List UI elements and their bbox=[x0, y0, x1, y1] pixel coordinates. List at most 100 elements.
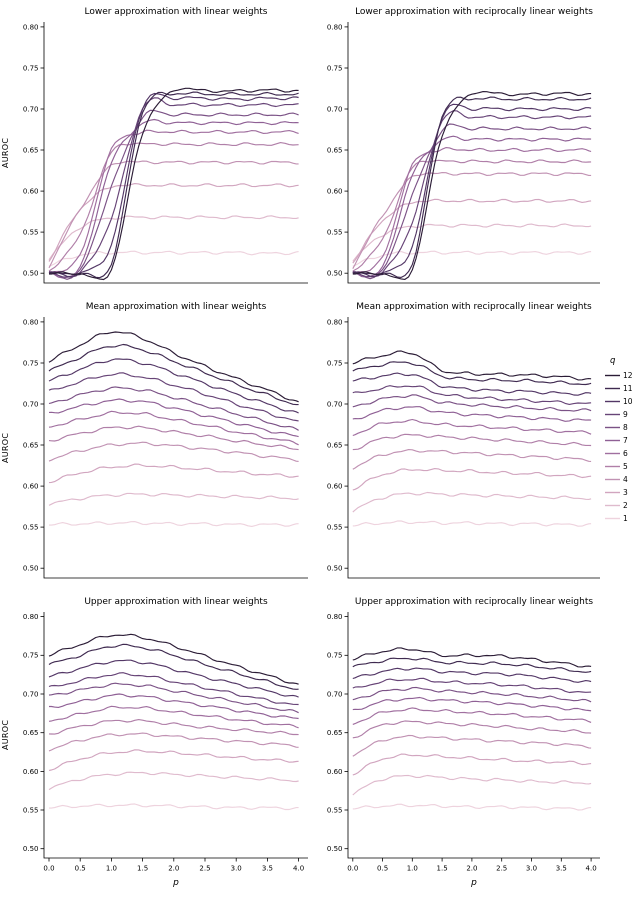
series-line-q4 bbox=[48, 160, 299, 269]
series-line-q10 bbox=[352, 372, 592, 396]
y-tick-label: 0.50 bbox=[23, 845, 39, 853]
y-tick-label: 0.80 bbox=[327, 613, 343, 621]
subplot-title: Upper approximation with reciprocally li… bbox=[354, 597, 594, 607]
y-tick-label: 0.80 bbox=[23, 318, 39, 326]
series-line-q12 bbox=[48, 331, 299, 403]
y-tick-label: 0.55 bbox=[327, 229, 343, 237]
legend-line-swatch bbox=[605, 465, 620, 468]
y-tick-label: 0.70 bbox=[327, 400, 343, 408]
y-tick-label: 0.70 bbox=[23, 690, 39, 698]
series-line-q1 bbox=[352, 520, 592, 527]
series-line-q5 bbox=[48, 719, 299, 736]
y-tick-label: 0.55 bbox=[23, 229, 39, 237]
x-tick-label: 1.0 bbox=[106, 865, 117, 873]
y-tick-label: 0.70 bbox=[327, 105, 343, 113]
x-tick-label: 0.0 bbox=[347, 865, 358, 873]
y-tick-label: 0.75 bbox=[327, 359, 343, 367]
axis-spines bbox=[43, 612, 308, 859]
legend-line-swatch bbox=[605, 517, 620, 520]
y-tick-label: 0.75 bbox=[327, 64, 343, 72]
subplot-mean-reciprocal: Mean approximation with reciprocally lin… bbox=[320, 295, 604, 590]
series-line-q11 bbox=[352, 96, 592, 278]
y-tick-label: 0.50 bbox=[327, 270, 343, 278]
series-line-q4 bbox=[48, 732, 299, 752]
series-line-q12 bbox=[48, 633, 299, 685]
y-tick-label: 0.65 bbox=[327, 146, 343, 154]
legend-entry-8: 8 bbox=[605, 421, 639, 434]
series-line-q9 bbox=[48, 372, 299, 422]
series-line-q7 bbox=[352, 406, 592, 422]
series-line-q6 bbox=[48, 705, 299, 729]
subplot-mean-linear: Mean approximation with linear weights 0… bbox=[0, 295, 320, 590]
y-tick-label: 0.60 bbox=[23, 768, 39, 776]
subplot-upper-reciprocal: Upper approximation with reciprocally li… bbox=[320, 590, 604, 900]
subplot-title: Mean approximation with linear weights bbox=[85, 302, 267, 312]
series-line-q8 bbox=[352, 394, 592, 412]
series-line-q10 bbox=[48, 659, 299, 698]
series-line-q3 bbox=[352, 753, 592, 776]
axis-spines bbox=[347, 22, 600, 284]
y-tick-label: 0.65 bbox=[327, 441, 343, 449]
y-tick-label: 0.75 bbox=[23, 359, 39, 367]
series-line-q12 bbox=[352, 91, 592, 280]
series-line-q3 bbox=[48, 183, 299, 262]
series-line-q8 bbox=[48, 109, 299, 280]
series-line-q10 bbox=[48, 358, 299, 414]
legend-entry-10: 10 bbox=[605, 395, 639, 408]
series-line-q10 bbox=[48, 92, 299, 278]
y-axis-label: AUROC bbox=[1, 432, 10, 464]
series-line-q9 bbox=[48, 672, 299, 706]
series-line-q2 bbox=[48, 492, 299, 506]
series-line-q2 bbox=[352, 491, 592, 513]
series-line-q6 bbox=[352, 147, 592, 274]
series-line-q1 bbox=[49, 521, 299, 527]
legend-entry-4: 4 bbox=[605, 473, 639, 486]
plot-canvas-lower-reciprocal: 0.50 0.55 0.60 0.65 0.70 0.75 0.80 bbox=[327, 22, 600, 284]
legend-entry-9: 9 bbox=[605, 408, 639, 421]
series-line-q10 bbox=[352, 103, 592, 278]
legend-entry-label: 7 bbox=[623, 436, 628, 445]
x-tick-label: 3.5 bbox=[556, 865, 567, 873]
y-tick-label: 0.80 bbox=[327, 318, 343, 326]
legend-entry-12: 12 bbox=[605, 369, 639, 382]
series-line-q7 bbox=[48, 118, 299, 279]
series-line-q7 bbox=[48, 398, 299, 438]
series-line-q5 bbox=[352, 433, 592, 451]
series-line-q7 bbox=[352, 135, 592, 278]
x-axis-label: p bbox=[173, 878, 179, 888]
subplot-title: Lower approximation with reciprocally li… bbox=[355, 7, 593, 17]
series-line-q5 bbox=[352, 720, 592, 739]
legend-entry-label: 4 bbox=[623, 475, 628, 484]
legend-title: q bbox=[610, 356, 616, 366]
legend-entry-label: 10 bbox=[623, 397, 633, 406]
subplot-title: Mean approximation with reciprocally lin… bbox=[356, 302, 592, 312]
x-tick-label: 3.0 bbox=[231, 865, 242, 873]
y-tick-label: 0.80 bbox=[23, 23, 39, 31]
y-tick-label: 0.75 bbox=[327, 652, 343, 660]
x-tick-label: 0.5 bbox=[75, 865, 86, 873]
x-tick-label: 1.5 bbox=[437, 865, 448, 873]
series-line-q4 bbox=[352, 449, 592, 470]
series-line-q12 bbox=[49, 87, 299, 281]
legend-entry-label: 5 bbox=[623, 462, 628, 471]
series-line-q3 bbox=[352, 198, 592, 264]
x-tick-label: 2.0 bbox=[168, 865, 179, 873]
x-tick-label: 3.0 bbox=[526, 865, 537, 873]
y-tick-label: 0.75 bbox=[23, 64, 39, 72]
y-tick-label: 0.60 bbox=[23, 483, 39, 491]
series-line-q8 bbox=[352, 686, 592, 703]
legend: q 12 11 10 9 8 7 6 5 4 3 2 1 bbox=[605, 356, 639, 525]
x-tick-label: 2.0 bbox=[466, 865, 477, 873]
series-line-q6 bbox=[352, 707, 592, 725]
x-tick-label: 0.0 bbox=[43, 865, 54, 873]
legend-items: 12 11 10 9 8 7 6 5 4 3 2 1 bbox=[605, 369, 639, 525]
x-tick-label: 4.0 bbox=[586, 865, 597, 873]
x-tick-label: 2.5 bbox=[199, 865, 210, 873]
y-tick-label: 0.65 bbox=[23, 441, 39, 449]
y-tick-label: 0.50 bbox=[23, 270, 39, 278]
legend-entry-5: 5 bbox=[605, 460, 639, 473]
series-line-q11 bbox=[48, 343, 299, 406]
series-line-q7 bbox=[49, 693, 299, 720]
y-tick-label: 0.70 bbox=[327, 690, 343, 698]
legend-entry-label: 3 bbox=[623, 488, 628, 497]
